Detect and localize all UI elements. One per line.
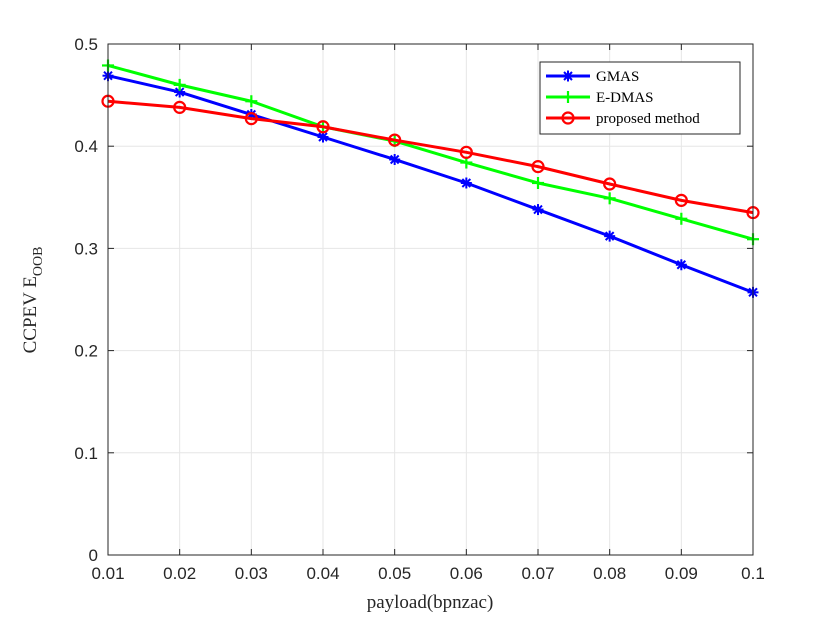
series-line-0 (107, 74, 754, 294)
legend-marker (562, 70, 574, 82)
x-tick-label: 0.05 (378, 564, 411, 583)
legend-marker (562, 91, 574, 103)
data-point-marker (532, 204, 544, 216)
y-tick-label: 0.5 (74, 35, 98, 54)
legend-entry: GMAS (546, 69, 639, 85)
data-point-marker (604, 230, 616, 242)
x-tick-label: 0.07 (521, 564, 554, 583)
data-point-marker (459, 145, 473, 159)
legend-label: proposed method (596, 111, 700, 127)
data-point-marker (674, 193, 688, 207)
y-tick-label: 0.2 (74, 342, 98, 361)
legend-entry: E-DMAS (546, 90, 654, 106)
x-tick-label: 0.08 (593, 564, 626, 583)
data-point-marker (173, 78, 186, 91)
legend-label: E-DMAS (596, 90, 654, 106)
x-tick-label: 0.03 (235, 564, 268, 583)
series-line-1 (107, 64, 754, 241)
legend-label: GMAS (596, 69, 639, 85)
data-point-marker (532, 176, 544, 189)
x-tick-label: 0.09 (665, 564, 698, 583)
y-tick-label: 0.3 (74, 239, 98, 258)
data-point-marker (173, 100, 187, 114)
data-point-marker (531, 160, 545, 174)
data-point-marker (460, 177, 472, 189)
x-tick-label: 0.1 (741, 564, 765, 583)
data-point-marker (389, 153, 401, 165)
data-point-marker (603, 192, 616, 205)
data-point-marker (388, 133, 402, 147)
y-axis-label: CCPEV EOOB (20, 247, 46, 354)
data-point-marker (675, 259, 687, 271)
data-point-marker (603, 177, 617, 191)
legend-marker (561, 111, 575, 125)
x-tick-label: 0.04 (306, 564, 339, 583)
y-tick-label: 0 (89, 546, 98, 565)
data-point-marker (245, 95, 258, 108)
y-tick-label: 0.1 (74, 444, 98, 463)
y-axis-label-main: CCPEV E (20, 276, 41, 353)
data-point-marker (316, 120, 330, 134)
legend-entry: proposed method (546, 111, 700, 127)
axis-ticks: 0.01 0.02 0.03 0.04 0.05 0.06 0.07 0.08 0.09 0.1 0… (74, 35, 764, 583)
data-point-marker (675, 212, 688, 225)
x-tick-label: 0.01 (91, 564, 124, 583)
legend: GMAS E-DMAS proposed method (539, 61, 741, 135)
x-tick-label: 0.02 (163, 564, 196, 583)
data-point-marker (244, 112, 258, 126)
y-tick-label: 0.4 (74, 137, 98, 156)
y-axis-label-subscript: OOB (31, 247, 46, 277)
x-axis-label: payload(bpnzac) (367, 592, 494, 613)
series-line-2 (107, 99, 754, 215)
series-group (101, 59, 760, 298)
plot-frame (107, 43, 754, 556)
x-tick-label: 0.06 (450, 564, 483, 583)
